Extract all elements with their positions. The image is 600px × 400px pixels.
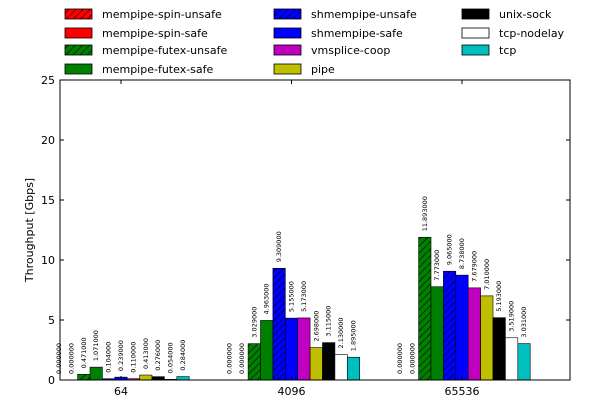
data-label-mempipe-futex-safe-4096: 4.963000 xyxy=(263,283,271,314)
data-label-mempipe-spin-safe-4096: 0.000000 xyxy=(238,343,246,374)
data-label-vmsplice-coop-65536: 7.679000 xyxy=(470,251,478,282)
bar-mempipe-futex-safe-64 xyxy=(89,366,103,381)
legend-swatch-tcp xyxy=(461,44,490,56)
data-label-mempipe-spin-unsafe-64: 0.000000 xyxy=(55,343,63,374)
legend-swatch-hatch-shmempipe-unsafe xyxy=(274,9,301,19)
plot-frame xyxy=(59,79,571,381)
y-tick-label: 20 xyxy=(41,134,55,147)
bar-hatch-mempipe-futex-unsafe-4096 xyxy=(248,343,261,380)
data-label-tcp-nodelay-64: 0.054000 xyxy=(167,342,175,373)
data-label-mempipe-futex-safe-65536: 7.773000 xyxy=(433,250,441,281)
data-labels-layer: 0.000000 0.000000 0.471000 1.071000 0.104000… xyxy=(55,196,528,374)
bar-mempipe-futex-safe-4096 xyxy=(260,320,274,381)
legend-label-tcp: tcp xyxy=(499,44,516,57)
bar-pipe-65536 xyxy=(480,295,494,381)
data-label-shmempipe-safe-4096: 5.155000 xyxy=(288,281,296,312)
data-label-vmsplice-coop-4096: 5.173000 xyxy=(300,281,308,312)
data-label-mempipe-futex-safe-64: 1.071000 xyxy=(92,330,100,361)
data-label-tcp-nodelay-65536: 3.519000 xyxy=(508,301,516,332)
bar-pipe-4096 xyxy=(309,347,323,381)
legend-label-tcp-nodelay: tcp-nodelay xyxy=(499,27,565,40)
x-tick-label-65536: 65536 xyxy=(445,385,480,398)
bar-hatch-mempipe-futex-unsafe-65536 xyxy=(418,237,431,380)
legend-label-vmsplice-coop: vmsplice-coop xyxy=(311,44,390,57)
y-tick-label: 15 xyxy=(41,194,55,207)
y-tick-label: 0 xyxy=(48,374,55,387)
bar-vmsplice-coop-4096 xyxy=(297,317,311,381)
bar-hatch-shmempipe-unsafe-65536 xyxy=(443,271,456,380)
data-label-shmempipe-safe-65536: 8.738000 xyxy=(458,238,466,269)
data-label-shmempipe-unsafe-64: 0.104000 xyxy=(105,342,113,373)
data-label-pipe-64: 0.413000 xyxy=(142,338,150,369)
legend-label-shmempipe-unsafe: shmempipe-unsafe xyxy=(311,8,417,21)
data-label-mempipe-spin-unsafe-4096: 0.000000 xyxy=(226,343,234,374)
x-tick-label-64: 64 xyxy=(114,385,128,398)
y-tick-label: 10 xyxy=(41,254,55,267)
legend: mempipe-spin-unsafe mempipe-spin-safe memp… xyxy=(64,8,565,76)
data-label-tcp-65536: 3.031000 xyxy=(520,307,528,338)
bar-hatch-shmempipe-unsafe-64 xyxy=(102,378,115,380)
legend-swatch-mempipe-spin-safe xyxy=(64,27,93,39)
data-label-vmsplice-coop-64: 0.110000 xyxy=(129,342,137,373)
legend-label-shmempipe-safe: shmempipe-safe xyxy=(311,27,403,40)
legend-swatch-vmsplice-coop xyxy=(273,44,302,56)
legend-swatch-hatch-mempipe-futex-unsafe xyxy=(65,45,92,55)
data-label-mempipe-spin-unsafe-65536: 0.000000 xyxy=(396,343,404,374)
y-axis: 0 5 10 15 20 25 xyxy=(41,74,570,387)
legend-swatch-shmempipe-safe xyxy=(273,27,302,39)
bar-pipe-64 xyxy=(139,374,153,381)
legend-swatch-pipe xyxy=(273,63,302,75)
data-label-mempipe-spin-safe-64: 0.000000 xyxy=(67,343,75,374)
y-axis-label: Throughput [Gbps] xyxy=(23,178,36,283)
legend-label-mempipe-spin-safe: mempipe-spin-safe xyxy=(102,27,208,40)
legend-label-mempipe-futex-safe: mempipe-futex-safe xyxy=(102,63,214,76)
bar-shmempipe-safe-65536 xyxy=(455,274,469,381)
data-label-pipe-4096: 2.698000 xyxy=(312,311,320,342)
bar-unix-sock-4096 xyxy=(322,342,336,381)
x-axis: 64 4096 65536 xyxy=(114,80,480,398)
bar-unix-sock-65536 xyxy=(492,317,506,381)
bar-vmsplice-coop-65536 xyxy=(467,287,481,381)
bar-mempipe-futex-safe-65536 xyxy=(430,286,444,381)
legend-label-mempipe-futex-unsafe: mempipe-futex-unsafe xyxy=(102,44,227,57)
bars-layer xyxy=(77,236,531,381)
bar-hatch-mempipe-futex-unsafe-64 xyxy=(77,374,90,380)
bar-tcp-4096 xyxy=(346,356,360,381)
data-label-shmempipe-safe-64: 0.239000 xyxy=(117,340,125,371)
bar-tcp-65536 xyxy=(517,343,531,381)
legend-swatch-unix-sock xyxy=(461,8,490,20)
data-label-unix-sock-64: 0.276000 xyxy=(154,340,162,371)
data-label-shmempipe-unsafe-65536: 9.065000 xyxy=(446,234,454,265)
data-label-unix-sock-4096: 3.115000 xyxy=(325,306,333,337)
data-label-mempipe-futex-unsafe-4096: 3.029000 xyxy=(250,307,258,338)
legend-swatch-tcp-nodelay xyxy=(461,27,490,39)
data-label-mempipe-futex-unsafe-64: 0.471000 xyxy=(80,337,88,368)
data-label-shmempipe-unsafe-4096: 9.309000 xyxy=(275,231,283,262)
legend-label-mempipe-spin-unsafe: mempipe-spin-unsafe xyxy=(102,8,222,21)
bar-tcp-nodelay-65536 xyxy=(505,337,519,381)
data-label-tcp-nodelay-4096: 2.130000 xyxy=(337,317,345,348)
legend-swatch-hatch-mempipe-spin-unsafe xyxy=(65,9,92,19)
y-tick-label: 5 xyxy=(48,314,55,327)
data-label-tcp-64: 0.284000 xyxy=(179,340,187,371)
data-label-pipe-65536: 7.010000 xyxy=(483,259,491,290)
data-label-unix-sock-65536: 5.193000 xyxy=(495,281,503,312)
x-tick-label-4096: 4096 xyxy=(278,385,306,398)
bar-hatch-shmempipe-unsafe-4096 xyxy=(272,268,286,380)
legend-label-pipe: pipe xyxy=(311,63,335,76)
data-label-mempipe-spin-safe-65536: 0.000000 xyxy=(408,343,416,374)
data-label-tcp-4096: 1.895000 xyxy=(350,320,358,351)
bar-shmempipe-safe-4096 xyxy=(284,317,298,381)
legend-swatch-mempipe-futex-safe xyxy=(64,63,93,75)
bar-tcp-64 xyxy=(176,376,190,381)
y-tick-label: 25 xyxy=(41,74,55,87)
legend-label-unix-sock: unix-sock xyxy=(499,8,552,21)
data-label-mempipe-futex-unsafe-65536: 11.893000 xyxy=(421,196,429,231)
bar-tcp-nodelay-4096 xyxy=(334,354,348,381)
